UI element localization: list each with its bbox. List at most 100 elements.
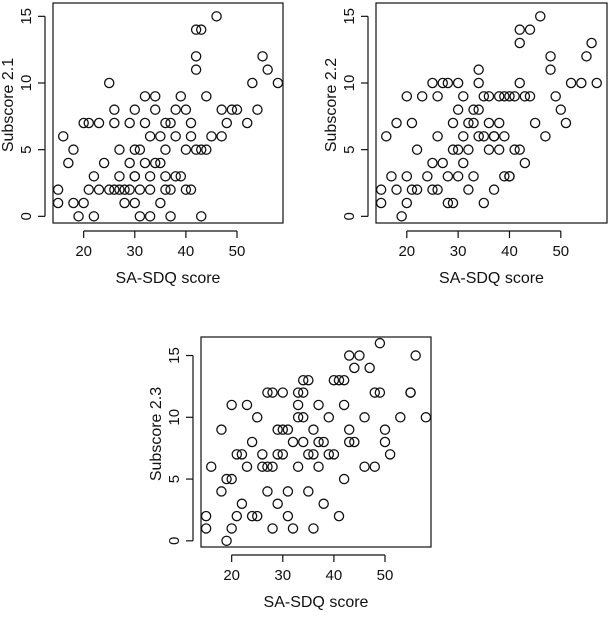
- data-point: [262, 387, 273, 398]
- data-point: [195, 144, 207, 155]
- data-point: [359, 461, 370, 472]
- data-point: [160, 171, 171, 182]
- data-point: [160, 117, 171, 129]
- data-point: [581, 51, 592, 62]
- data-point: [185, 117, 197, 129]
- data-point: [313, 399, 324, 411]
- data-point: [282, 510, 294, 522]
- data-point: [427, 157, 438, 169]
- data-point: [349, 362, 360, 374]
- data-point: [442, 171, 454, 182]
- y-tick-label: 5: [341, 145, 358, 153]
- data-point: [343, 436, 355, 448]
- data-point: [180, 184, 192, 195]
- data-point: [447, 144, 459, 155]
- data-point: [405, 387, 416, 398]
- data-point: [155, 131, 166, 142]
- data-point: [452, 171, 464, 182]
- data-point: [379, 436, 391, 448]
- data-point: [499, 91, 510, 102]
- data-point: [488, 184, 500, 195]
- data-point: [432, 131, 443, 142]
- data-point: [257, 449, 268, 460]
- data-point: [386, 171, 397, 182]
- data-point: [246, 510, 258, 522]
- data-point: [175, 171, 187, 182]
- data-point: [473, 131, 484, 142]
- data-point: [432, 91, 443, 102]
- data-point: [211, 11, 222, 22]
- data-point: [381, 131, 392, 142]
- y-axis-label: Subscore 2.1: [0, 58, 17, 152]
- data-point: [504, 171, 515, 182]
- data-point: [545, 64, 556, 75]
- data-point: [374, 337, 386, 349]
- data-point: [226, 104, 238, 115]
- data-point: [241, 461, 253, 472]
- data-point: [68, 197, 79, 209]
- data-point: [313, 436, 324, 448]
- data-point: [591, 77, 602, 89]
- data-point: [241, 117, 253, 129]
- y-tick-label: 15: [166, 347, 183, 364]
- data-point: [343, 350, 355, 361]
- data-point: [391, 184, 402, 195]
- x-tick-label: 20: [75, 243, 92, 260]
- y-tick-label: 5: [166, 475, 183, 483]
- data-point: [155, 157, 166, 169]
- data-point: [524, 24, 536, 35]
- data-point: [190, 24, 202, 35]
- data-point: [411, 144, 423, 155]
- data-point: [139, 117, 151, 129]
- data-point: [420, 412, 432, 423]
- data-point: [292, 412, 304, 423]
- data-point: [221, 473, 232, 485]
- data-point: [149, 157, 161, 169]
- data-point: [170, 104, 181, 115]
- data-point: [175, 91, 187, 102]
- y-tick-label: 10: [18, 75, 35, 92]
- data-point: [488, 131, 500, 142]
- data-point: [509, 144, 520, 155]
- x-tick-label: 50: [552, 243, 569, 260]
- data-point: [78, 197, 89, 209]
- data-point: [257, 51, 268, 62]
- data-point: [252, 104, 263, 115]
- data-point: [114, 144, 125, 155]
- data-point: [200, 523, 212, 534]
- data-point: [396, 211, 407, 222]
- data-point: [406, 117, 418, 129]
- data-point: [282, 486, 294, 497]
- x-tick-label: 20: [223, 567, 240, 584]
- data-point: [251, 510, 263, 522]
- data-point: [519, 91, 531, 102]
- data-point: [576, 77, 587, 89]
- y-tick-label: 0: [166, 537, 183, 545]
- data-point: [272, 498, 283, 510]
- data-point: [540, 131, 551, 142]
- data-point: [277, 387, 289, 398]
- x-tick-label: 20: [398, 243, 415, 260]
- data-point: [333, 510, 345, 522]
- data-point: [262, 486, 273, 497]
- data-point: [493, 144, 505, 155]
- data-point: [144, 184, 156, 195]
- data-point: [287, 436, 299, 448]
- data-point: [514, 77, 525, 89]
- data-point: [93, 184, 105, 195]
- data-point: [297, 374, 309, 386]
- y-tick-label: 5: [18, 145, 35, 153]
- data-point: [267, 523, 278, 534]
- data-point: [221, 535, 232, 547]
- data-point: [565, 77, 577, 89]
- data-point: [463, 117, 474, 129]
- data-point: [195, 211, 207, 222]
- x-tick-label: 50: [229, 243, 246, 260]
- data-point: [267, 387, 278, 398]
- data-point: [483, 91, 495, 102]
- data-point: [323, 449, 335, 460]
- data-point: [88, 171, 100, 182]
- x-tick-label: 30: [274, 567, 291, 584]
- data-point: [509, 91, 520, 102]
